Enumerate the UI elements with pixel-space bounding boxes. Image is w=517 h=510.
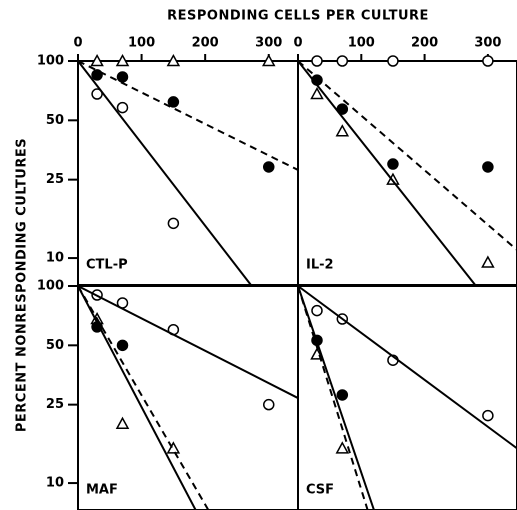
fit-line	[77, 60, 252, 286]
data-point	[115, 416, 130, 429]
data-point	[167, 217, 180, 230]
data-point	[116, 339, 129, 352]
data-point	[90, 53, 104, 67]
y-tick-label: 10	[46, 251, 64, 266]
panel-label: CSF	[306, 483, 334, 498]
x-tick-label: 0	[73, 36, 82, 51]
x-tick-label: 300	[474, 36, 501, 51]
fit-line	[297, 285, 369, 510]
x-axis-label: RESPONDING CELLS PER CULTURE	[167, 9, 429, 24]
data-point	[116, 101, 129, 114]
x-tick-label: 0	[293, 36, 302, 51]
panel-frame	[297, 285, 517, 510]
data-point	[116, 71, 129, 83]
data-point	[335, 124, 350, 137]
data-point	[311, 304, 323, 317]
data-point	[261, 53, 276, 67]
data-point	[481, 255, 495, 268]
data-point	[91, 88, 103, 100]
data-point	[336, 55, 349, 67]
fit-line	[297, 285, 375, 510]
data-point	[336, 389, 349, 401]
y-tick-label: 25	[46, 172, 64, 187]
data-point	[387, 55, 399, 67]
data-point	[386, 172, 400, 185]
data-point	[115, 53, 130, 67]
data-point	[310, 86, 324, 100]
y-tick-label: 100	[37, 54, 64, 69]
y-axis-label: PERCENT NONRESPONDING CULTURES	[15, 138, 30, 432]
y-tick-label: 100	[37, 279, 64, 294]
data-point	[166, 441, 181, 454]
fit-line	[297, 60, 517, 251]
data-point	[166, 53, 181, 67]
data-point	[482, 409, 494, 422]
fit-line	[297, 60, 477, 286]
data-point	[482, 55, 494, 67]
data-point	[482, 161, 494, 173]
y-tick-label: 50	[46, 113, 64, 128]
data-point	[167, 96, 180, 108]
x-tick-label: 200	[411, 36, 438, 51]
x-tick-label: 100	[128, 36, 155, 51]
x-tick-label: 100	[348, 36, 375, 51]
panel-frame	[77, 60, 299, 286]
fit-line	[77, 60, 299, 171]
x-tick-label: 300	[255, 36, 282, 51]
data-point	[311, 55, 323, 67]
panel-frame	[297, 60, 517, 286]
panel-label: CTL-P	[86, 258, 128, 273]
y-tick-label: 25	[46, 397, 64, 412]
panel-label: MAF	[86, 483, 118, 498]
y-tick-label: 10	[46, 476, 64, 491]
data-point	[263, 398, 275, 411]
panel-label: IL-2	[306, 258, 334, 273]
data-point	[387, 158, 399, 170]
fit-line	[297, 285, 517, 450]
data-point	[335, 441, 350, 454]
x-tick-label: 200	[192, 36, 219, 51]
fit-line	[77, 285, 197, 510]
data-point	[263, 161, 275, 173]
y-tick-label: 50	[46, 338, 64, 353]
fit-line	[77, 285, 299, 399]
